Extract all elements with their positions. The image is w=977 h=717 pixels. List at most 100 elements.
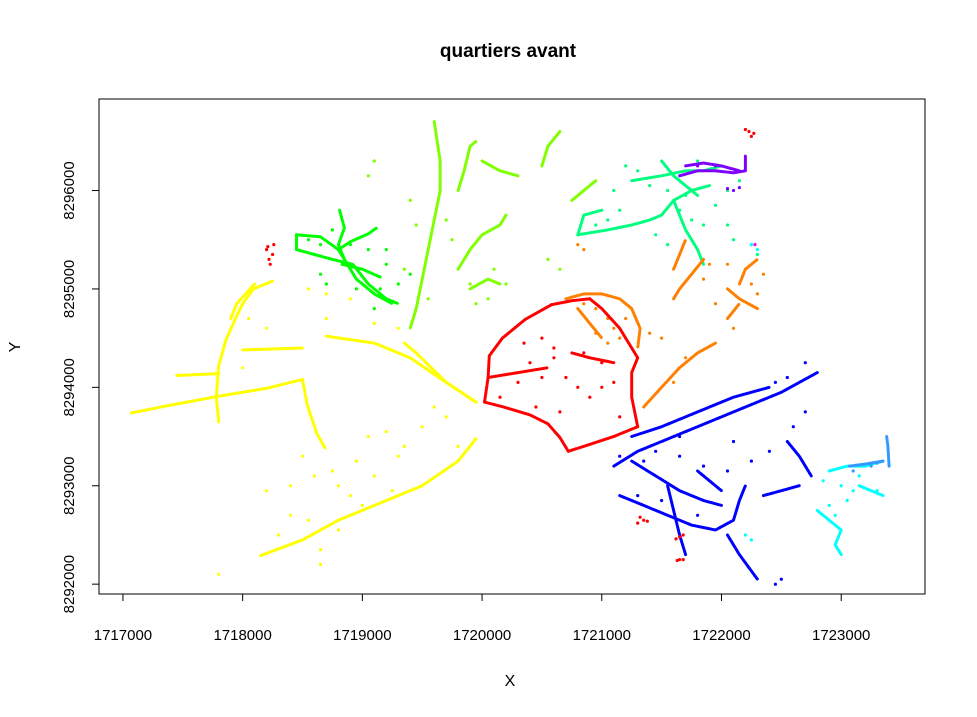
y-tick-label: 8292000 [61,555,78,613]
data-point [384,248,388,252]
data-point [767,449,772,453]
data-point [390,489,394,493]
data-path [618,484,747,532]
data-point [277,533,281,537]
data-point [851,489,855,493]
data-point [681,558,685,562]
data-path [576,307,604,340]
data-point [731,326,736,330]
data-path [229,282,257,320]
data-path [480,159,520,178]
data-point [827,503,831,507]
data-point [408,272,412,276]
data-point [851,469,855,473]
data-point [594,331,598,335]
y-tick-label: 8296000 [61,161,78,219]
data-point [752,131,756,135]
data-point [737,179,742,183]
data-point [636,521,640,525]
data-path [483,400,570,453]
data-point [402,267,406,271]
data-point [684,193,688,197]
data-point [318,243,323,247]
data-path [342,257,394,306]
data-path [564,292,642,350]
data-path [630,385,771,438]
data-point [266,245,270,249]
data-point [600,385,604,389]
data-point [330,228,334,232]
data-path [678,169,747,178]
data-point [755,292,760,296]
data-point [384,262,388,266]
data-point [372,159,376,163]
data-point [372,307,376,311]
series-11 [265,127,756,563]
data-point [839,484,843,488]
data-point [265,326,269,330]
data-point [498,395,502,399]
data-point [731,238,736,242]
data-point [701,464,706,468]
data-point [354,459,358,463]
x-tick-label: 1718000 [213,627,271,644]
data-point [749,538,754,542]
data-point [606,341,610,345]
data-point [576,243,580,247]
data-point [749,459,754,463]
data-path [550,297,592,307]
data-point [675,558,679,563]
data-point [330,469,334,473]
data-point [306,518,311,522]
series-1 [295,208,412,311]
data-point [737,186,742,190]
data-path [857,484,885,498]
data-point [612,188,616,193]
data-path [726,302,741,320]
data-point [674,537,678,541]
data-point [753,243,757,247]
data-point [396,282,400,286]
data-point [366,174,370,178]
data-point [402,444,406,448]
data-point [600,361,604,365]
data-point [552,356,556,360]
data-point [618,415,622,419]
data-point [594,307,598,311]
data-point [701,223,706,227]
data-point [468,282,472,286]
data-point [678,434,682,439]
data-point [540,336,544,340]
data-point [265,489,269,493]
data-path [301,378,327,450]
series-5 [483,297,640,453]
data-path [785,440,813,478]
data-point [336,484,340,488]
data-point [678,535,682,539]
data-point [444,415,448,419]
data-point [546,257,550,261]
data-point [486,297,490,301]
data-point [755,248,760,252]
data-point [747,129,751,134]
data-path [468,277,502,291]
data-path [672,238,688,271]
data-point [645,519,649,523]
x-tick-label: 1722000 [692,627,750,644]
data-point [773,582,778,586]
data-point [306,287,311,291]
data-point [654,449,658,453]
data-point [318,548,323,552]
data-point [821,479,825,483]
data-point [845,498,849,503]
data-point [624,316,628,321]
data-point [666,243,670,247]
data-point [306,238,311,242]
data-point [318,562,323,567]
data-point [696,513,700,517]
data-path [129,378,304,415]
x-axis: 1717000 1718000 1719000 1720000 1721000 17220… [94,593,870,644]
data-point [713,164,718,168]
data-point [642,459,646,463]
data-path [402,341,478,404]
